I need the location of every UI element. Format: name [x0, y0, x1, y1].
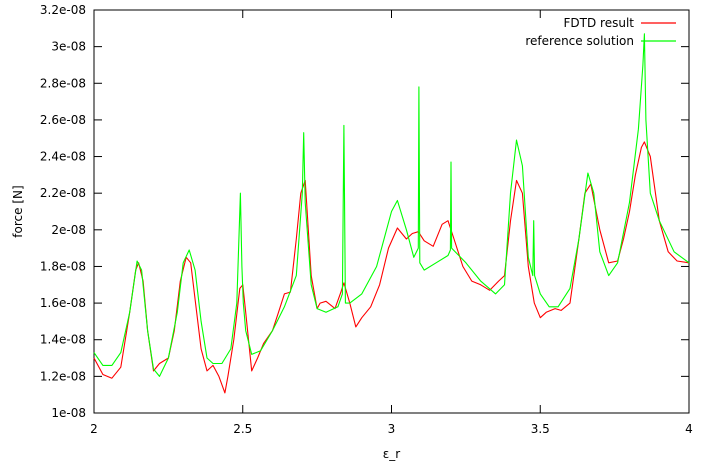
series-line-reference-solution — [93, 33, 690, 377]
y-tick-label: 2.4e-08 — [40, 150, 86, 164]
y-tick-label: 1.6e-08 — [40, 296, 86, 310]
y-tick-label: 2.6e-08 — [40, 113, 86, 127]
y-tick-label: 3.2e-08 — [40, 3, 86, 17]
y-tick-label: 1.8e-08 — [40, 259, 86, 273]
y-axis: 1e-08 1.2e-08 1.4e-08 1.6e-08 1.8e-08 2e-08 2.… — [40, 3, 689, 420]
y-tick-label: 1.2e-08 — [40, 369, 86, 383]
x-tick-label: 3.5 — [531, 422, 550, 436]
legend-label: FDTD result — [564, 16, 635, 30]
x-axis: 2 2.5 3 3.5 4 — [90, 10, 693, 436]
x-axis-label: ε_r — [383, 447, 400, 461]
x-tick-label: 3 — [388, 422, 396, 436]
y-tick-label: 2.8e-08 — [40, 76, 86, 90]
x-tick-label: 4 — [685, 422, 693, 436]
x-tick-label: 2 — [90, 422, 98, 436]
legend: FDTD result reference solution — [525, 16, 676, 48]
series-line-fdtd-result — [93, 141, 690, 394]
legend-label: reference solution — [525, 34, 634, 48]
y-tick-label: 1e-08 — [51, 406, 86, 420]
y-tick-label: 2e-08 — [51, 223, 86, 237]
y-tick-label: 3e-08 — [51, 40, 86, 54]
x-tick-label: 2.5 — [233, 422, 252, 436]
y-tick-label: 2.2e-08 — [40, 186, 86, 200]
series-group — [93, 33, 690, 394]
y-tick-label: 1.4e-08 — [40, 333, 86, 347]
y-axis-label: force [N] — [11, 185, 25, 237]
